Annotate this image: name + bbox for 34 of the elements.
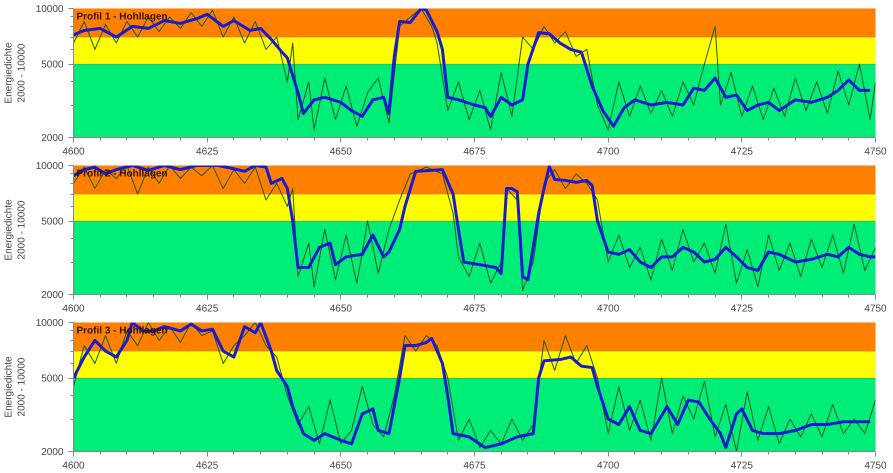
y-axis-title: Energiedichte 2000 - 10000: [3, 198, 28, 261]
x-tick-label: 4700: [597, 304, 620, 314]
x-tick-label: 4675: [463, 460, 486, 472]
x-tick-label: 4750: [864, 146, 888, 158]
x-tick-label: 4700: [597, 460, 620, 472]
x-tick-label: 4750: [864, 460, 888, 472]
x-tick-label: 4625: [196, 460, 219, 472]
x-tick-label: 4750: [864, 304, 888, 314]
x-tick-label: 4600: [62, 146, 86, 158]
x-tick-label: 4625: [196, 304, 219, 314]
x-tick-label: 4650: [330, 304, 352, 314]
y-tick-label: 10000: [36, 161, 64, 172]
x-tick-label: 4675: [463, 304, 486, 314]
y-axis-title: Energiedichte 2000 - 10000: [3, 356, 28, 418]
y-axis-title: Energiedichte 2000 - 10000: [3, 42, 28, 104]
x-tick-label: 4625: [196, 146, 219, 158]
x-tick-label: 4650: [330, 146, 352, 158]
x-tick-label: 4600: [62, 304, 86, 314]
x-tick-label: 4700: [597, 146, 620, 158]
x-tick-label: 4725: [730, 146, 754, 158]
chart-title: Profil 1 - Hohllagen: [76, 12, 168, 22]
y-tick-label: 2000: [41, 290, 64, 301]
y-tick-label: 5000: [41, 374, 64, 385]
x-tick-label: 4650: [330, 460, 352, 472]
y-tick-label: 10000: [36, 318, 64, 329]
y-tick-label: 10000: [36, 4, 64, 15]
x-tick-label: 4725: [730, 304, 754, 314]
y-tick-label: 2000: [41, 133, 64, 144]
y-tick-label: 2000: [41, 447, 64, 458]
x-tick-label: 4675: [463, 146, 486, 158]
x-tick-label: 4600: [62, 460, 86, 472]
y-tick-label: 5000: [41, 216, 64, 228]
x-tick-label: 4725: [730, 460, 754, 472]
y-tick-label: 5000: [41, 60, 64, 71]
